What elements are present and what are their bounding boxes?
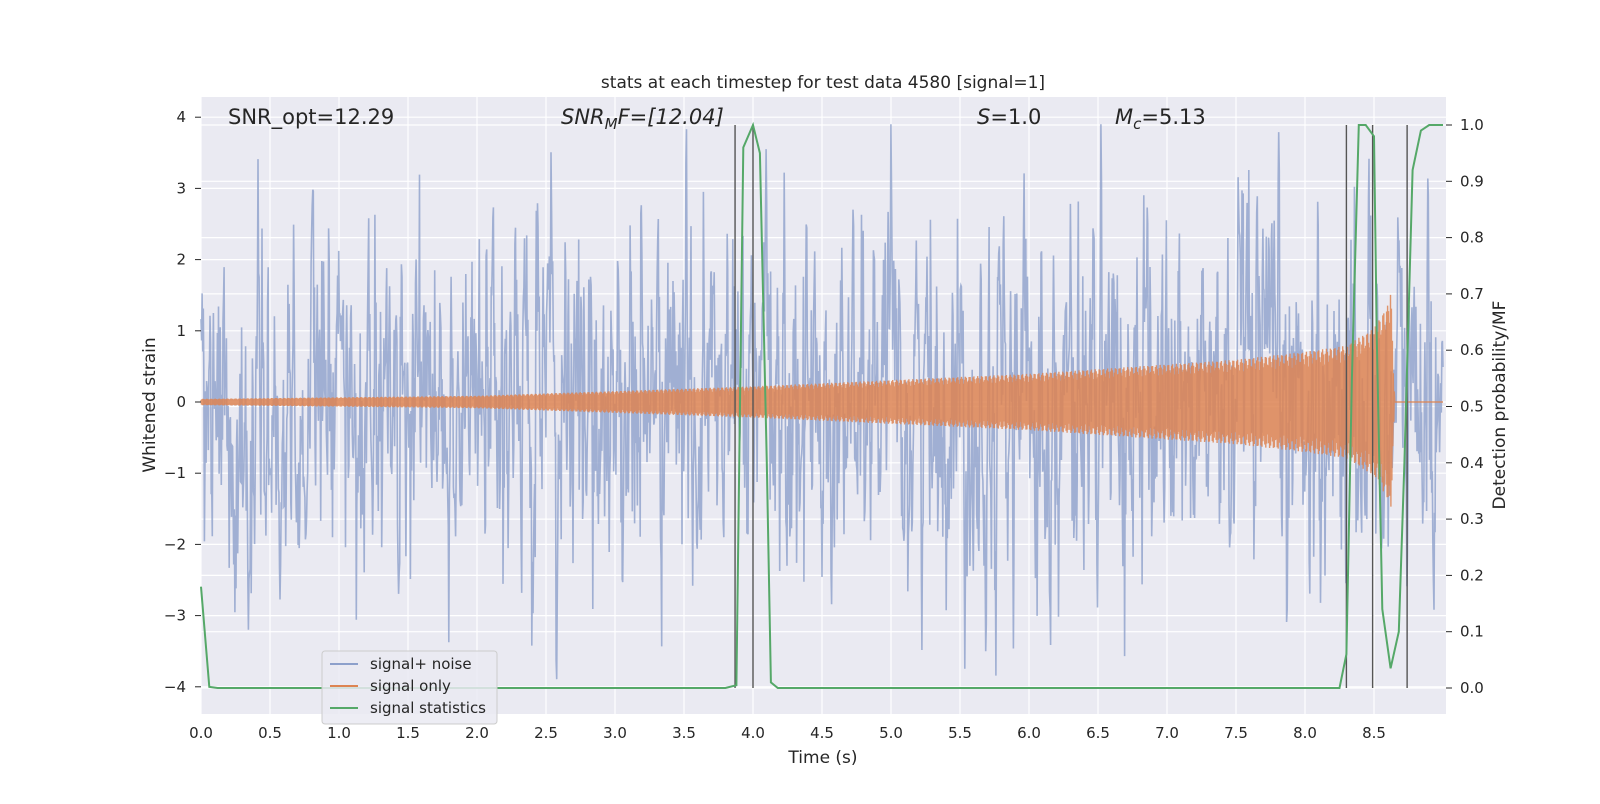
x-tick-label: 0.0	[189, 724, 213, 742]
x-tick-label: 5.5	[948, 724, 972, 742]
vertical-marker-lines	[734, 125, 1408, 688]
y-tick-label: −4	[164, 678, 186, 696]
x-tick-label: 1.0	[327, 724, 351, 742]
signal-only-line	[200, 294, 1443, 507]
y-tick-label: −1	[164, 464, 186, 482]
legend-label-stats: signal statistics	[370, 699, 486, 717]
x-tick-label: 7.0	[1155, 724, 1179, 742]
y-right-tick-label: 1.0	[1460, 116, 1484, 134]
x-tick-label: 2.5	[534, 724, 558, 742]
x-tick-label: 6.0	[1017, 724, 1041, 742]
y-right-tick-label: 0.6	[1460, 341, 1484, 359]
legend-label-noise: signal+ noise	[370, 655, 472, 673]
y-right-tick-label: 0.4	[1460, 454, 1484, 472]
y-right-tick-label: 0.3	[1460, 510, 1484, 528]
x-tick-labels: 0.0 0.5 1.0 1.5 2.0 2.5 3.0 3.5 4.0 4.5 5.0 5.5 6.0 6…	[189, 724, 1386, 742]
signal-statistics-line	[200, 121, 1443, 689]
legend-box	[321, 650, 498, 725]
snr-mf-rest: F=[12.04]	[618, 105, 724, 129]
x-tick-label: 0.5	[258, 724, 282, 742]
y-right-tick-label: 0.2	[1460, 566, 1484, 584]
legend: signal+ noise signal only signal statist…	[321, 650, 498, 725]
x-tick-label: 2.0	[465, 724, 489, 742]
y-right-tick-label: 0.7	[1460, 285, 1484, 303]
signal-statistics-series	[200, 121, 1443, 689]
x-tick-label: 3.5	[672, 724, 696, 742]
x-tick-label: 1.5	[396, 724, 420, 742]
legend-label-signal: signal only	[370, 677, 451, 695]
chart-title: stats at each timestep for test data 458…	[601, 73, 1045, 93]
y-right-tick-label: 0.5	[1460, 398, 1484, 416]
snr-mf-annotation: SNRMF=[12.04]	[561, 105, 724, 133]
y-tick-label: −2	[164, 535, 186, 553]
y-right-tick-labels: 1.0 0.9 0.8 0.7 0.6 0.5 0.4 0.3 0.2 0.1 0.0	[1446, 116, 1484, 697]
y-tick-label: 3	[176, 179, 186, 197]
y-tick-label: 0	[176, 393, 186, 411]
s-annotation: S=1.0	[977, 105, 1041, 129]
mc-annotation: Mc=5.13	[1115, 105, 1206, 133]
snr-mf-sub: M	[605, 115, 618, 133]
snr-opt-annotation: SNR_opt=12.29	[228, 105, 394, 130]
y-right-tick-label: 0.8	[1460, 229, 1484, 247]
mc-sub: c	[1133, 115, 1142, 133]
signal-only-series	[200, 294, 1443, 507]
y-tick-label: 1	[176, 322, 186, 340]
s-var: S	[977, 105, 990, 129]
x-tick-label: 3.0	[603, 724, 627, 742]
x-tick-label: 4.0	[741, 724, 765, 742]
x-tick-label: 7.5	[1224, 724, 1248, 742]
x-tick-label: 8.5	[1362, 724, 1386, 742]
y-axis-label: Whitened strain	[140, 337, 160, 472]
x-tick-label: 5.0	[879, 724, 903, 742]
x-tick-label: 6.5	[1086, 724, 1110, 742]
mc-var: M	[1115, 105, 1133, 129]
x-tick-label: 4.5	[810, 724, 834, 742]
y-tick-label: −3	[164, 607, 186, 625]
x-tick-label: 8.0	[1293, 724, 1317, 742]
s-rest: =1.0	[990, 105, 1041, 129]
snr-mf-main: SNR	[561, 105, 605, 129]
y-right-axis-label: Detection probability/MF	[1490, 301, 1510, 510]
y-right-tick-label: 0.1	[1460, 623, 1484, 641]
mc-rest: =5.13	[1141, 105, 1205, 129]
y-tick-labels: 4 3 2 1 0 −1 −2 −3 −4	[164, 108, 201, 696]
y-tick-label: 4	[176, 108, 186, 126]
y-right-tick-label: 0.0	[1460, 679, 1484, 697]
x-axis-label: Time (s)	[787, 748, 857, 768]
y-tick-label: 2	[176, 251, 186, 269]
y-right-tick-label: 0.9	[1460, 172, 1484, 190]
